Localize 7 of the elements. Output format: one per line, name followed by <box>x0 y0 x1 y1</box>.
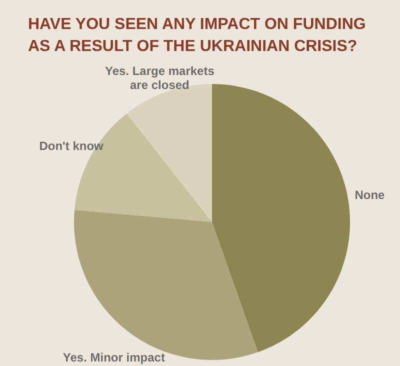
chart-title: HAVE YOU SEEN ANY IMPACT ON FUNDING AS A RESULT OF THE UKRAINIAN CRISIS? <box>28 16 366 55</box>
slice-label: Don't know <box>39 138 104 153</box>
slice-label: Yes. Large markets are closed <box>104 64 215 92</box>
slice-label: None <box>354 188 386 202</box>
slice-label: Yes. Minor impact <box>62 350 165 364</box>
pie-slice <box>74 113 212 222</box>
pie-slice <box>212 84 350 352</box>
